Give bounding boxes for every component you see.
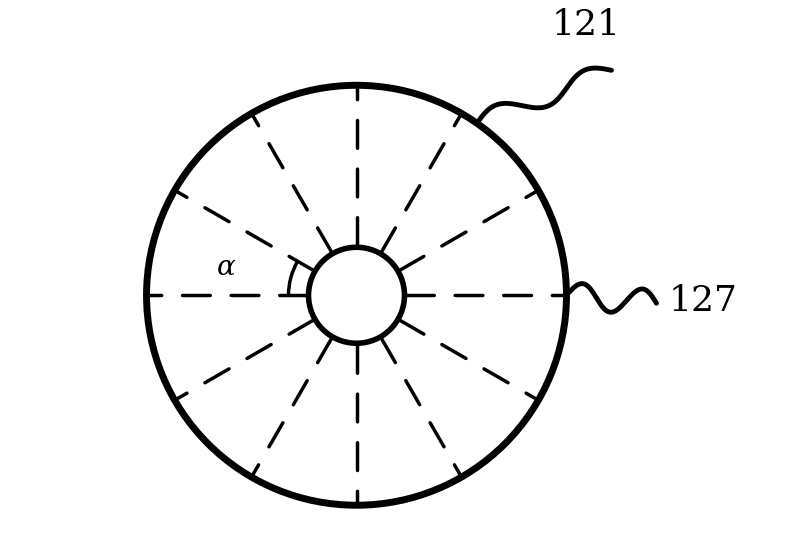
Text: 121: 121 — [552, 8, 621, 42]
Text: α: α — [217, 254, 236, 281]
Text: 127: 127 — [668, 284, 737, 318]
